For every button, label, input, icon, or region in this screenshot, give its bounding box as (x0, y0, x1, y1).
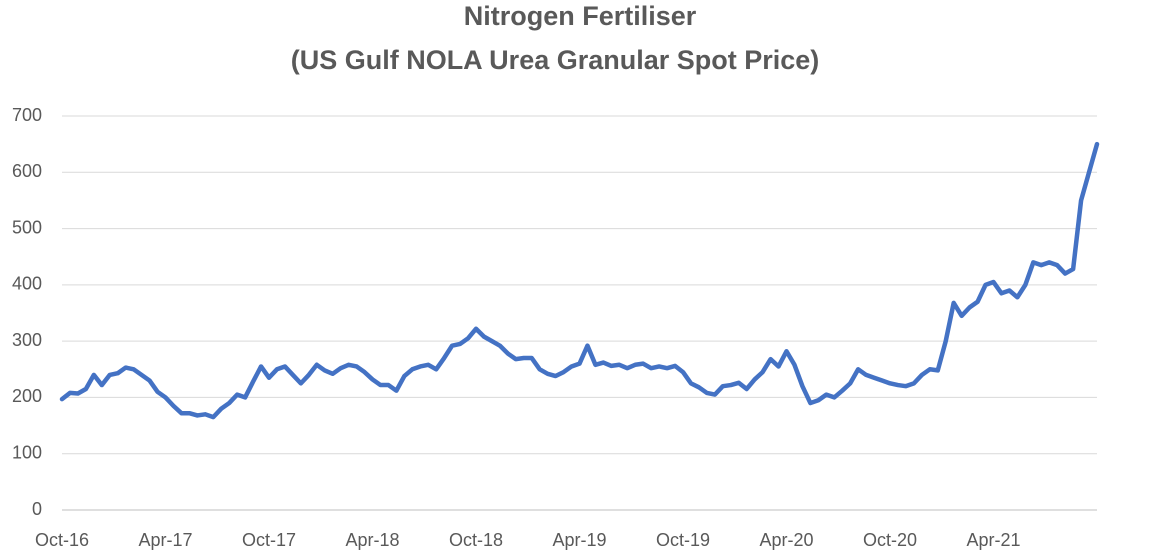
x-tick-label: Apr-19 (552, 530, 606, 550)
x-tick-label: Apr-18 (345, 530, 399, 550)
y-tick-label: 200 (12, 386, 42, 406)
x-tick-label: Oct-17 (242, 530, 296, 550)
x-tick-label: Apr-17 (138, 530, 192, 550)
y-tick-label: 700 (12, 105, 42, 125)
x-tick-label: Oct-18 (449, 530, 503, 550)
y-tick-label: 0 (32, 499, 42, 519)
x-tick-label: Oct-20 (863, 530, 917, 550)
x-tick-label: Oct-16 (35, 530, 89, 550)
y-tick-label: 500 (12, 217, 42, 237)
y-tick-label: 300 (12, 330, 42, 350)
chart-subtitle: (US Gulf NOLA Urea Granular Spot Price) (291, 45, 820, 75)
y-tick-label: 400 (12, 274, 42, 294)
y-tick-label: 600 (12, 161, 42, 181)
x-tick-label: Apr-21 (966, 530, 1020, 550)
x-tick-label: Oct-19 (656, 530, 710, 550)
line-series (59, 141, 1100, 420)
x-tick-label: Apr-20 (759, 530, 813, 550)
chart-title: Nitrogen Fertiliser (464, 1, 697, 31)
y-tick-label: 100 (12, 442, 42, 462)
